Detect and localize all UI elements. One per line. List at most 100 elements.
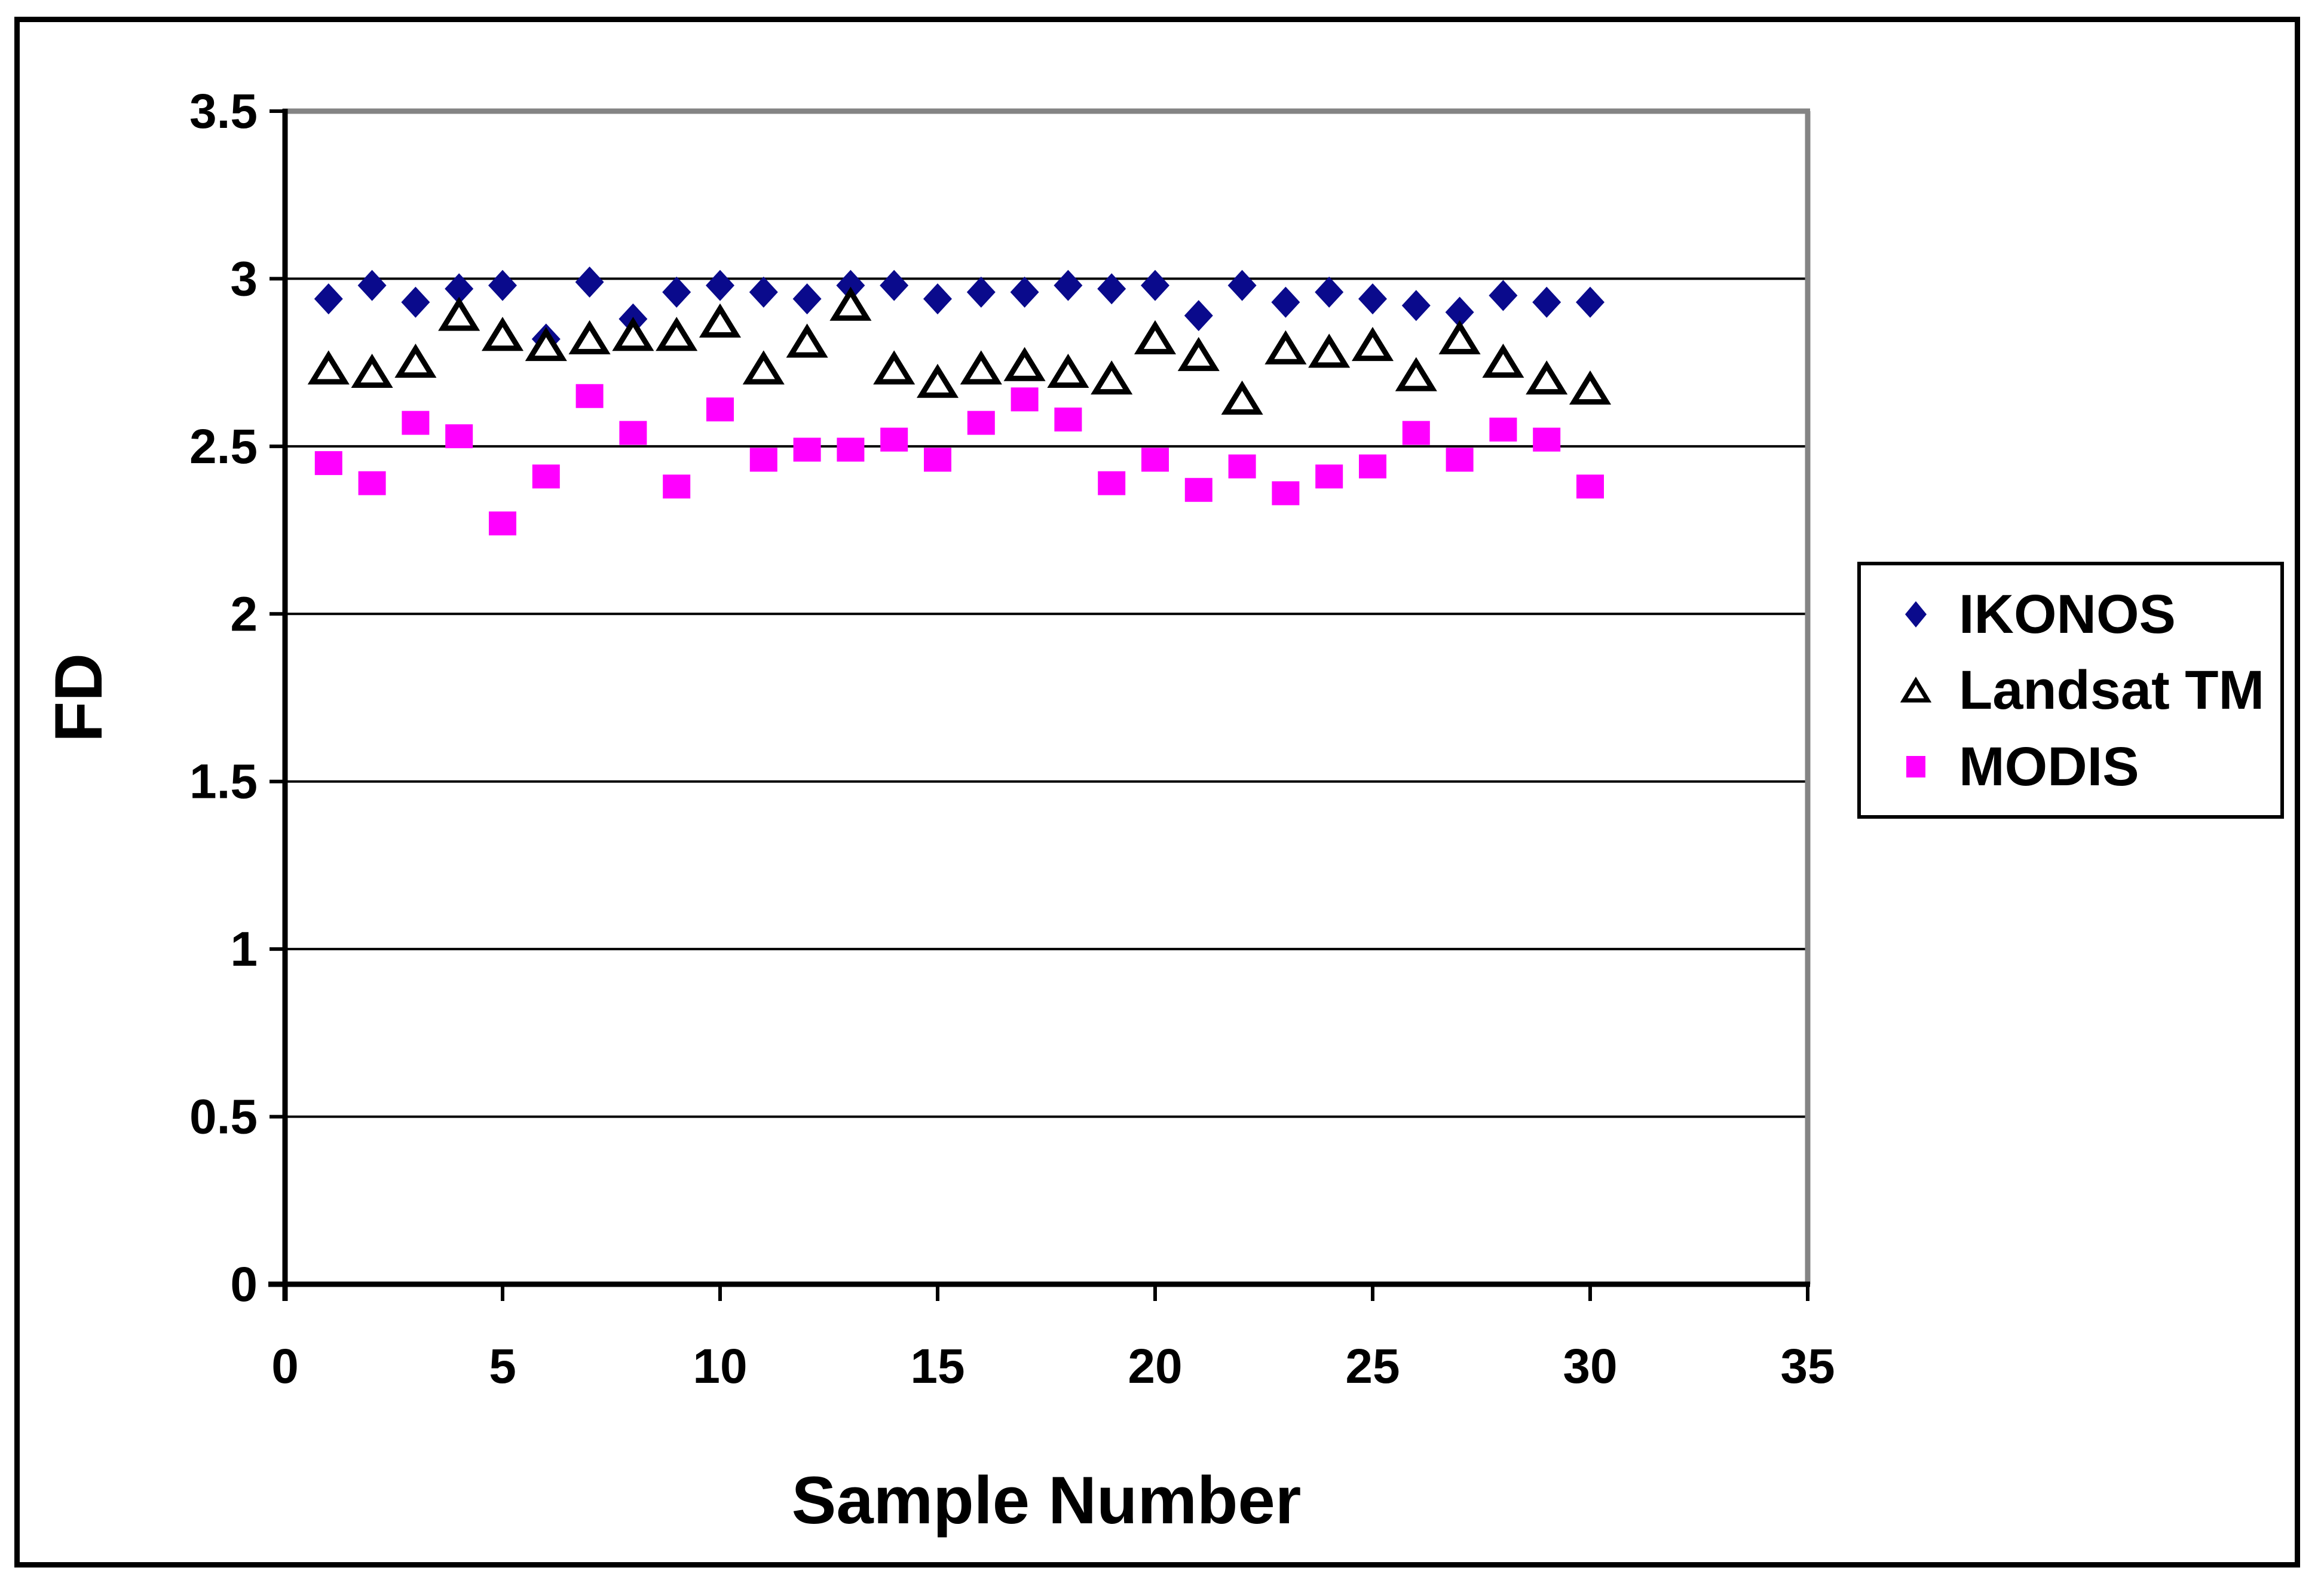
legend-item-modis: MODIS [1897, 739, 2280, 794]
data-point-modis-30 [1576, 474, 1604, 499]
data-point-landsat-tm-7 [568, 320, 611, 354]
triangle-icon [1897, 676, 1935, 704]
data-point-landsat-tm-9 [656, 317, 698, 351]
data-point-ikonos-11 [749, 276, 778, 308]
data-point-modis-4 [445, 424, 473, 449]
y-tick-label-0: 0 [230, 1257, 258, 1312]
data-point-landsat-tm-5 [481, 317, 524, 351]
y-axis-title: FD [41, 653, 116, 742]
data-point-landsat-tm-12 [786, 323, 828, 358]
data-point-modis-2 [358, 471, 386, 495]
y-tick-label-1.5: 1.5 [189, 755, 258, 809]
data-point-landsat-tm-30 [1569, 370, 1612, 405]
data-point-ikonos-19 [1097, 273, 1126, 305]
data-point-ikonos-20 [1141, 270, 1169, 301]
data-point-landsat-tm-3 [394, 344, 437, 378]
data-point-modis-9 [663, 474, 691, 499]
data-point-landsat-tm-28 [1482, 344, 1524, 378]
data-point-landsat-tm-16 [960, 350, 1002, 385]
data-point-ikonos-5 [488, 270, 517, 301]
data-point-modis-11 [749, 448, 777, 472]
data-point-modis-13 [837, 437, 865, 462]
data-point-modis-23 [1272, 481, 1300, 506]
data-point-modis-15 [924, 448, 951, 472]
data-point-modis-1 [314, 451, 342, 475]
data-point-landsat-tm-8 [612, 317, 654, 351]
data-point-landsat-tm-13 [829, 286, 872, 321]
data-point-ikonos-30 [1576, 286, 1605, 318]
data-point-modis-8 [619, 421, 647, 445]
data-point-modis-19 [1098, 471, 1126, 495]
y-tick-label-3.5: 3.5 [189, 84, 258, 139]
data-point-ikonos-15 [923, 283, 952, 315]
data-point-modis-10 [706, 397, 734, 422]
data-point-ikonos-13 [836, 270, 865, 301]
data-point-modis-3 [402, 411, 430, 435]
data-point-ikonos-21 [1184, 300, 1213, 332]
legend-label-landsat: Landsat TM [1959, 660, 2265, 721]
data-point-modis-17 [1011, 387, 1039, 412]
legend: IKONOS Landsat TM MODIS [1857, 562, 2284, 819]
data-point-modis-25 [1359, 454, 1386, 479]
data-point-landsat-tm-1 [307, 350, 350, 385]
data-point-modis-20 [1141, 448, 1169, 472]
data-point-landsat-tm-18 [1047, 353, 1089, 388]
x-tick-label-30: 30 [1563, 1339, 1617, 1394]
data-point-ikonos-25 [1358, 283, 1387, 315]
data-point-ikonos-14 [880, 270, 909, 301]
data-point-landsat-tm-20 [1134, 320, 1177, 354]
data-point-ikonos-7 [575, 267, 604, 298]
data-point-ikonos-9 [662, 276, 691, 308]
data-point-modis-18 [1054, 407, 1082, 431]
y-tick-label-2: 2 [230, 587, 258, 641]
y-tick-label-1: 1 [230, 922, 258, 976]
data-point-landsat-tm-4 [438, 296, 480, 331]
data-point-ikonos-17 [1010, 276, 1039, 308]
data-point-ikonos-27 [1445, 296, 1474, 328]
data-point-landsat-tm-10 [699, 303, 742, 338]
data-point-ikonos-12 [792, 283, 822, 315]
square-icon [1897, 752, 1935, 782]
x-axis-title: Sample Number [792, 1463, 1302, 1538]
data-point-landsat-tm-24 [1308, 333, 1351, 368]
data-point-ikonos-16 [966, 276, 996, 308]
data-point-modis-14 [880, 427, 908, 452]
x-tick-label-35: 35 [1780, 1339, 1835, 1394]
data-point-ikonos-2 [357, 270, 387, 301]
x-tick-label-0: 0 [271, 1339, 299, 1394]
data-point-ikonos-29 [1532, 286, 1561, 318]
data-point-modis-5 [489, 511, 516, 535]
data-point-modis-6 [532, 464, 560, 489]
data-point-landsat-tm-6 [525, 326, 567, 362]
data-point-landsat-tm-2 [351, 353, 393, 388]
data-point-landsat-tm-27 [1438, 320, 1481, 354]
x-tick-label-25: 25 [1345, 1339, 1400, 1394]
data-point-landsat-tm-19 [1091, 360, 1133, 395]
data-point-modis-26 [1402, 421, 1430, 445]
data-point-landsat-tm-21 [1177, 336, 1220, 371]
data-point-ikonos-10 [706, 270, 734, 301]
data-point-landsat-tm-17 [1003, 347, 1046, 381]
data-point-modis-27 [1446, 448, 1474, 472]
y-tick-label-0.5: 0.5 [189, 1090, 258, 1144]
x-tick-label-15: 15 [910, 1339, 964, 1394]
data-point-landsat-tm-23 [1264, 330, 1307, 365]
data-point-modis-16 [967, 411, 995, 435]
y-tick-label-3: 3 [230, 252, 258, 306]
data-point-ikonos-22 [1227, 270, 1257, 301]
data-point-landsat-tm-26 [1395, 357, 1437, 391]
legend-label-ikonos: IKONOS [1959, 583, 2176, 645]
data-point-modis-21 [1184, 477, 1212, 502]
x-tick-label-10: 10 [693, 1339, 747, 1394]
y-tick-label-2.5: 2.5 [189, 420, 258, 474]
data-point-modis-24 [1315, 464, 1343, 489]
data-point-landsat-tm-11 [742, 350, 785, 385]
data-point-ikonos-26 [1401, 290, 1431, 322]
data-point-modis-22 [1228, 454, 1256, 479]
x-tick-label-5: 5 [489, 1339, 516, 1394]
data-point-ikonos-18 [1054, 270, 1083, 301]
data-point-landsat-tm-14 [873, 350, 915, 385]
x-tick-label-20: 20 [1128, 1339, 1182, 1394]
data-point-modis-28 [1489, 417, 1517, 442]
